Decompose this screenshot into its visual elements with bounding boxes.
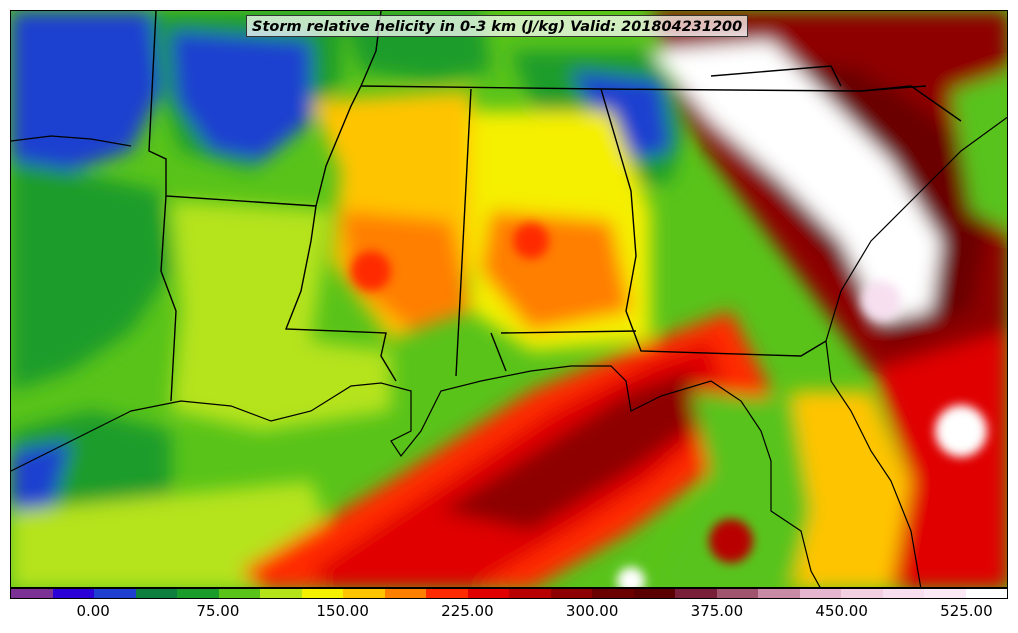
- colorbar-tick-label: 525.00: [940, 602, 993, 620]
- helicity-detail: [351, 223, 987, 587]
- colorbar-segment: [965, 589, 1007, 598]
- state-borders: [148, 11, 962, 402]
- colorbar-tick-label: 375.00: [690, 602, 744, 620]
- colorbar-segment: [426, 589, 468, 598]
- colorbar-segment: [177, 589, 219, 598]
- colorbar-tick-label: 0.00: [76, 602, 110, 620]
- colorbar-segment: [924, 589, 966, 598]
- colorbar-segment: [11, 589, 53, 598]
- colorbar-labels: 0.00 75.00 150.00 225.00 300.00 375.00 450.00 5…: [10, 602, 1008, 624]
- map-panel: [10, 10, 1008, 588]
- colorbar-segment: [260, 589, 302, 598]
- colorbar-segment: [343, 589, 385, 598]
- colorbar-tick-label: 450.00: [815, 602, 868, 620]
- colorbar-tick-label: 300.00: [565, 602, 619, 620]
- colorbar-segment: [799, 589, 841, 598]
- colorbar-tick-label: 75.00: [196, 602, 240, 620]
- helicity-map: [11, 11, 1007, 587]
- colorbar-segment: [633, 589, 675, 598]
- colorbar-segment: [384, 589, 426, 598]
- helicity-field: [11, 11, 1007, 587]
- colorbar-tick-label: 150.00: [316, 602, 369, 620]
- colorbar-segment: [301, 589, 343, 598]
- colorbar-segment: [218, 589, 260, 598]
- colorbar-segment: [467, 589, 509, 598]
- colorbar-segment: [882, 589, 924, 598]
- colorbar-segment: [52, 589, 94, 598]
- colorbar-segment: [592, 589, 634, 598]
- colorbar-tick-label: 225.00: [441, 602, 494, 620]
- colorbar-segment: [94, 589, 136, 598]
- colorbar-segment: [716, 589, 758, 598]
- colorbar-segment: [509, 589, 551, 598]
- colorbar-segment: [841, 589, 883, 598]
- map-title: Storm relative helicity in 0-3 km (J/kg)…: [246, 15, 749, 37]
- colorbar-segment: [758, 589, 800, 598]
- colorbar: [10, 588, 1008, 599]
- coastline: [11, 116, 1007, 587]
- colorbar-segment: [675, 589, 717, 598]
- colorbar-segment: [135, 589, 177, 598]
- colorbar-segment: [550, 589, 592, 598]
